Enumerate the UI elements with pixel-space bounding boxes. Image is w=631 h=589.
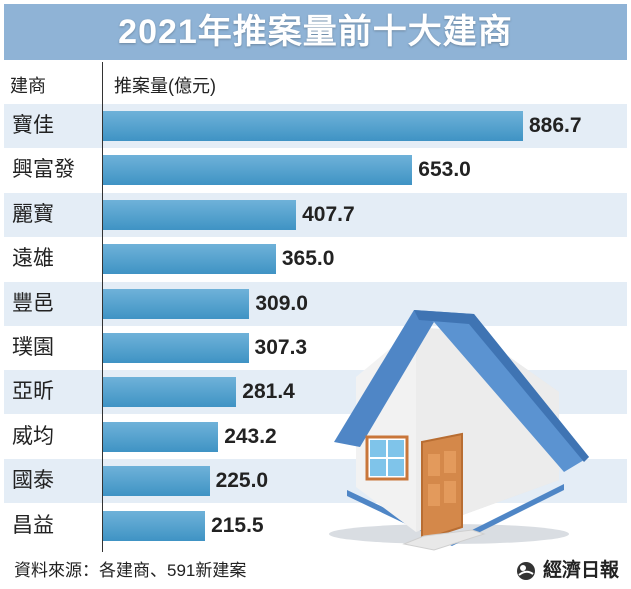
value-header: 推案量(億元) — [114, 76, 216, 96]
category-label: 昌益 — [12, 513, 54, 537]
door-panel — [428, 484, 440, 506]
value-label: 886.7 — [529, 114, 582, 137]
value-label: 225.0 — [215, 469, 269, 493]
bar — [103, 510, 206, 541]
value-label: 215.5 — [211, 513, 264, 537]
category-header: 建商 — [10, 76, 46, 96]
bar — [103, 333, 249, 363]
house-roof-left — [334, 310, 434, 447]
house-step — [402, 529, 486, 551]
chart-area: 寶佳 886.7 興富發 653.0 麗寶 407.7 遠雄 365.0 豐邑 309.0 璞園 30… — [4, 62, 627, 552]
category-label: 興富發 — [12, 158, 75, 182]
door-panel — [444, 451, 456, 473]
value-label: 309.0 — [255, 291, 308, 315]
bar — [103, 466, 210, 497]
source-note: 資料來源：各建商、591新建案 — [14, 561, 247, 580]
bar — [103, 244, 276, 275]
publisher-name: 經濟日報 — [542, 560, 619, 581]
category-label: 國泰 — [12, 469, 54, 493]
publisher-logo-icon — [516, 561, 535, 580]
bar — [103, 111, 523, 141]
category-label: 麗寶 — [12, 202, 54, 226]
value-label: 281.4 — [242, 380, 295, 404]
window-pane — [388, 440, 404, 457]
category-label: 遠雄 — [12, 247, 54, 271]
window-pane — [370, 459, 386, 476]
category-label: 亞昕 — [12, 380, 54, 404]
value-label: 653.0 — [418, 158, 471, 182]
bar — [103, 421, 219, 452]
bar — [103, 199, 297, 230]
chart-title: 2021年推案量前十大建商 — [118, 13, 513, 51]
house-base — [347, 484, 564, 546]
value-label: 365.0 — [281, 247, 335, 271]
window-pane — [388, 459, 404, 476]
house-roof-right — [414, 310, 589, 472]
house-illustration — [329, 310, 589, 551]
category-label: 璞園 — [12, 336, 54, 359]
value-label: 407.7 — [302, 202, 355, 226]
category-label: 威均 — [12, 424, 54, 448]
category-label: 寶佳 — [12, 114, 54, 137]
publisher: 經濟日報 — [515, 552, 619, 589]
door-panel — [428, 454, 440, 476]
footer: 資料來源：各建商、591新建案 經濟日報 — [4, 552, 627, 589]
door-panel — [444, 481, 456, 503]
house-front-wall — [356, 327, 416, 532]
rows-layer: 寶佳 886.7 興富發 653.0 麗寶 407.7 遠雄 365.0 豐邑 309.0 璞園 30… — [4, 62, 627, 552]
value-label: 307.3 — [254, 336, 308, 359]
bar — [103, 155, 413, 186]
house-roof-edge — [414, 310, 589, 462]
category-label: 豐邑 — [12, 291, 54, 315]
category-axis-line — [102, 62, 103, 552]
window-pane — [370, 440, 386, 457]
bar — [103, 377, 237, 408]
value-label: 243.2 — [224, 424, 277, 448]
bar — [103, 288, 250, 319]
title-banner: 2021年推案量前十大建商 — [4, 4, 627, 60]
